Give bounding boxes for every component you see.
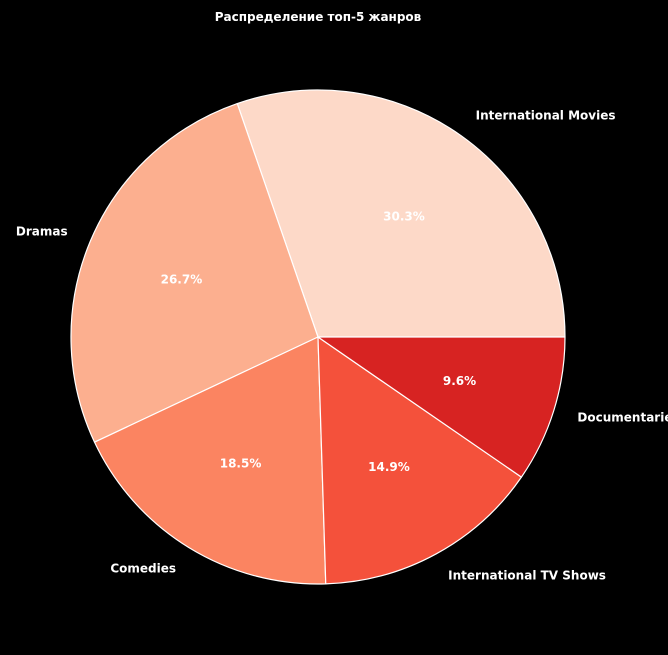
pie-slice-dramas: [70, 102, 319, 443]
percent-label-international-movies: 30.3%: [383, 209, 425, 223]
pie-slice-international-movies: [236, 89, 566, 338]
percent-label-international-tv-shows: 14.9%: [368, 460, 410, 474]
category-label-dramas: Dramas: [16, 224, 68, 238]
percent-label-dramas: 26.7%: [161, 272, 203, 286]
chart-title: Распределение топ-5 жанров: [215, 10, 422, 24]
pie-slices: [70, 89, 566, 585]
pie-slice-international-tv-shows: [317, 336, 523, 585]
percent-label-documentaries: 9.6%: [443, 374, 476, 388]
pie-labels: International Movies 30.3% Dramas 26.7% Come…: [16, 109, 668, 583]
category-label-documentaries: Documentaries: [577, 411, 668, 425]
category-label-international-tv-shows: International TV Shows: [448, 569, 606, 583]
percent-label-comedies: 18.5%: [220, 456, 262, 470]
category-label-comedies: Comedies: [110, 562, 176, 576]
pie-slice-comedies: [93, 336, 327, 585]
category-label-international-movies: International Movies: [476, 109, 616, 123]
pie-slice-documentaries: [317, 336, 566, 478]
